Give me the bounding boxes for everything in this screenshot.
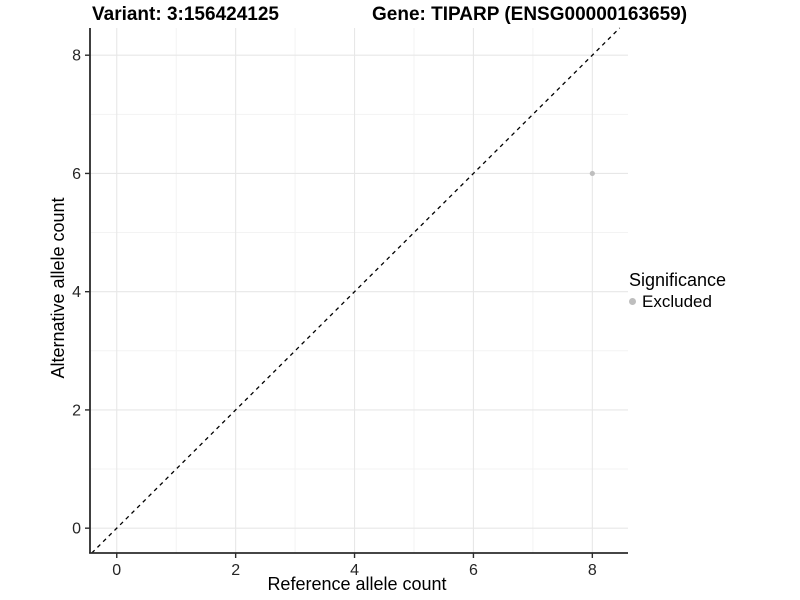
y-tick-label: 8 <box>72 48 81 65</box>
plot-title-variant: Variant: 3:156424125 <box>92 4 279 25</box>
grid-major-layer <box>90 28 628 553</box>
legend: Significance Excluded <box>629 270 726 311</box>
legend-item-excluded: Excluded <box>629 292 726 311</box>
data-point <box>589 170 595 177</box>
y-tick-label: 0 <box>72 521 81 538</box>
x-tick-label: 2 <box>231 562 240 579</box>
x-tick-label: 6 <box>469 562 478 579</box>
y-tick-label: 2 <box>72 402 81 419</box>
x-tick-label: 0 <box>112 562 121 579</box>
plot-title-gene: Gene: TIPARP (ENSG00000163659) <box>372 4 687 25</box>
grid-minor-layer <box>90 28 628 553</box>
y-tick-label: 6 <box>72 166 81 183</box>
point-layer <box>589 170 595 177</box>
y-tick-label: 4 <box>72 284 81 301</box>
x-tick-label: 4 <box>350 562 359 579</box>
x-axis-title: Reference allele count <box>267 574 446 594</box>
tick-layer: 0 2 4 6 8 0 2 4 6 8 <box>72 48 597 579</box>
legend-point-icon <box>629 298 636 305</box>
x-tick-label: 8 <box>588 562 597 579</box>
legend-title: Significance <box>629 270 727 290</box>
y-axis-title: Alternative allele count <box>48 197 68 378</box>
legend-item-label: Excluded <box>642 292 712 311</box>
